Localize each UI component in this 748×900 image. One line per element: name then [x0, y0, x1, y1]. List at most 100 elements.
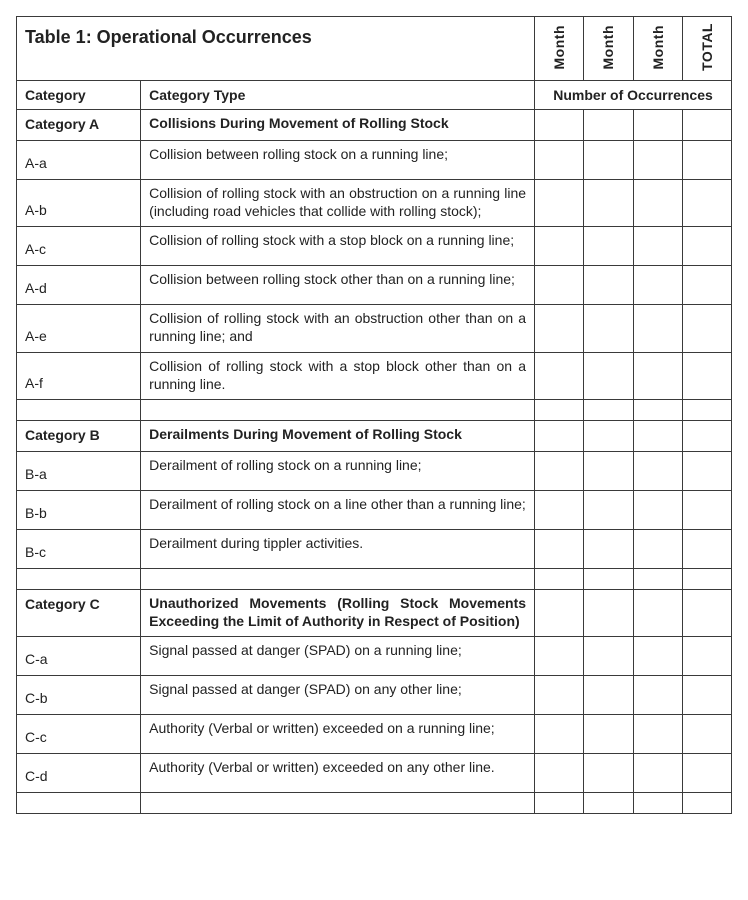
data-cell[interactable]	[682, 715, 731, 754]
data-cell[interactable]	[535, 227, 584, 266]
data-cell[interactable]	[584, 109, 633, 140]
row-text: Authority (Verbal or written) exceeded o…	[141, 715, 535, 754]
data-cell[interactable]	[584, 179, 633, 226]
spacer-cell	[141, 793, 535, 814]
row-code: C-b	[17, 676, 141, 715]
data-cell[interactable]	[682, 266, 731, 305]
data-cell[interactable]	[682, 140, 731, 179]
data-cell[interactable]	[682, 179, 731, 226]
spacer-cell	[633, 569, 682, 590]
spacer-cell	[17, 793, 141, 814]
data-cell[interactable]	[682, 637, 731, 676]
data-cell[interactable]	[535, 530, 584, 569]
row-text: Collision of rolling stock with an obstr…	[141, 179, 535, 226]
data-cell[interactable]	[535, 305, 584, 352]
row-code: C-c	[17, 715, 141, 754]
data-cell[interactable]	[633, 266, 682, 305]
col-category: Category	[17, 80, 141, 109]
data-cell[interactable]	[633, 305, 682, 352]
data-cell[interactable]	[633, 140, 682, 179]
data-cell[interactable]	[535, 491, 584, 530]
row-code: B-c	[17, 530, 141, 569]
data-cell[interactable]	[682, 754, 731, 793]
section-heading: Derailments During Movement of Rolling S…	[141, 421, 535, 452]
data-cell[interactable]	[633, 637, 682, 676]
month-header-1: Month	[535, 17, 584, 81]
spacer-cell	[535, 400, 584, 421]
data-cell[interactable]	[584, 590, 633, 637]
spacer-cell	[682, 793, 731, 814]
data-cell[interactable]	[633, 491, 682, 530]
data-cell[interactable]	[633, 530, 682, 569]
data-cell[interactable]	[682, 421, 731, 452]
data-cell[interactable]	[584, 305, 633, 352]
table-row: A-cCollision of rolling stock with a sto…	[17, 227, 732, 266]
month-header-2: Month	[584, 17, 633, 81]
data-cell[interactable]	[633, 590, 682, 637]
data-cell[interactable]	[535, 715, 584, 754]
spacer-cell	[584, 400, 633, 421]
data-cell[interactable]	[633, 109, 682, 140]
data-cell[interactable]	[584, 227, 633, 266]
row-text: Authority (Verbal or written) exceeded o…	[141, 754, 535, 793]
data-cell[interactable]	[584, 421, 633, 452]
row-text: Collision between rolling stock on a run…	[141, 140, 535, 179]
data-cell[interactable]	[535, 109, 584, 140]
data-cell[interactable]	[535, 266, 584, 305]
section-code: Category A	[17, 109, 141, 140]
spacer-cell	[633, 400, 682, 421]
data-cell[interactable]	[535, 754, 584, 793]
data-cell[interactable]	[682, 352, 731, 399]
row-text: Derailment during tippler activities.	[141, 530, 535, 569]
data-cell[interactable]	[682, 227, 731, 266]
data-cell[interactable]	[584, 266, 633, 305]
spacer-cell	[682, 400, 731, 421]
data-cell[interactable]	[584, 530, 633, 569]
data-cell[interactable]	[682, 109, 731, 140]
row-code: A-f	[17, 352, 141, 399]
data-cell[interactable]	[584, 754, 633, 793]
data-cell[interactable]	[584, 676, 633, 715]
spacer-row	[17, 400, 732, 421]
data-cell[interactable]	[633, 227, 682, 266]
row-text: Derailment of rolling stock on a running…	[141, 452, 535, 491]
data-cell[interactable]	[633, 421, 682, 452]
data-cell[interactable]	[535, 140, 584, 179]
data-cell[interactable]	[633, 179, 682, 226]
total-header: TOTAL	[682, 17, 731, 81]
data-cell[interactable]	[584, 352, 633, 399]
data-cell[interactable]	[535, 421, 584, 452]
row-code: A-c	[17, 227, 141, 266]
data-cell[interactable]	[682, 530, 731, 569]
row-code: B-a	[17, 452, 141, 491]
data-cell[interactable]	[535, 352, 584, 399]
table-row: C-cAuthority (Verbal or written) exceede…	[17, 715, 732, 754]
data-cell[interactable]	[633, 352, 682, 399]
data-cell[interactable]	[584, 140, 633, 179]
data-cell[interactable]	[535, 637, 584, 676]
data-cell[interactable]	[584, 637, 633, 676]
data-cell[interactable]	[682, 452, 731, 491]
data-cell[interactable]	[682, 491, 731, 530]
data-cell[interactable]	[535, 590, 584, 637]
data-cell[interactable]	[682, 305, 731, 352]
data-cell[interactable]	[682, 590, 731, 637]
spacer-cell	[682, 569, 731, 590]
data-cell[interactable]	[535, 452, 584, 491]
data-cell[interactable]	[535, 676, 584, 715]
data-cell[interactable]	[584, 452, 633, 491]
data-cell[interactable]	[633, 715, 682, 754]
data-cell[interactable]	[682, 676, 731, 715]
spacer-cell	[584, 793, 633, 814]
data-cell[interactable]	[535, 179, 584, 226]
data-cell[interactable]	[584, 491, 633, 530]
data-cell[interactable]	[633, 754, 682, 793]
data-cell[interactable]	[633, 676, 682, 715]
occurrences-table: Table 1: Operational Occurrences Month M…	[16, 16, 732, 814]
data-cell[interactable]	[633, 452, 682, 491]
row-text: Collision between rolling stock other th…	[141, 266, 535, 305]
data-cell[interactable]	[584, 715, 633, 754]
spacer-row	[17, 569, 732, 590]
spacer-cell	[141, 569, 535, 590]
table-row: B-cDerailment during tippler activities.	[17, 530, 732, 569]
